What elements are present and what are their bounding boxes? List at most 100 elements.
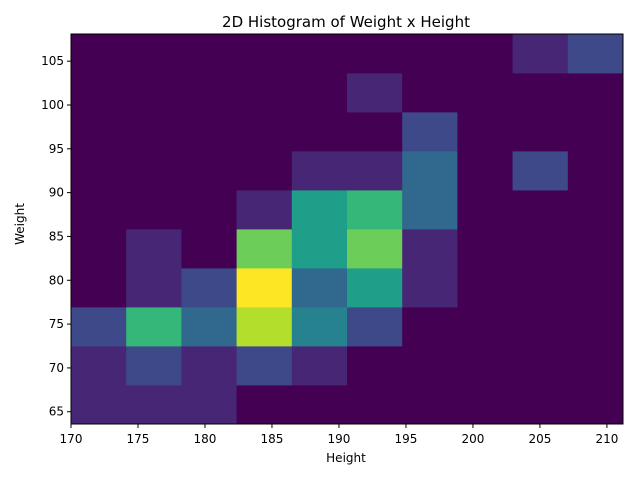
heatmap-cell	[457, 190, 513, 230]
heatmap-cell	[181, 190, 237, 230]
heatmap-cell	[457, 346, 513, 386]
heatmap-cell	[567, 346, 624, 386]
heatmap-cells	[71, 34, 624, 425]
heatmap-cell	[126, 307, 182, 347]
heatmap-cell	[291, 346, 348, 386]
heatmap-cell	[236, 190, 293, 230]
heatmap-cell	[181, 34, 237, 74]
heatmap-cell	[181, 307, 237, 347]
y-tick-label: 100	[41, 98, 64, 112]
y-tick-label: 85	[49, 229, 64, 243]
heatmap-cell	[236, 346, 293, 386]
y-tick-label: 75	[49, 317, 64, 331]
heatmap-cell	[457, 112, 513, 152]
heatmap-cell	[71, 151, 127, 191]
heatmap-cell	[567, 151, 624, 191]
heatmap-cell	[126, 34, 182, 74]
y-tick-label: 105	[41, 54, 64, 68]
heatmap-cell	[512, 385, 569, 425]
x-tick-label: 180	[194, 432, 217, 446]
heatmap-cell	[347, 268, 403, 308]
heatmap-cell	[402, 385, 458, 425]
heatmap-cell	[71, 307, 127, 347]
heatmap-cell	[291, 229, 348, 269]
x-tick-label: 170	[60, 432, 83, 446]
x-tick-label: 195	[394, 432, 417, 446]
heatmap-cell	[126, 151, 182, 191]
heatmap-cell	[126, 346, 182, 386]
heatmap-cell	[126, 73, 182, 113]
heatmap-cell	[291, 307, 348, 347]
heatmap-cell	[181, 268, 237, 308]
heatmap-cell	[291, 268, 348, 308]
heatmap-cell	[236, 307, 293, 347]
heatmap-cell	[291, 34, 348, 74]
heatmap-cell	[71, 229, 127, 269]
heatmap-cell	[347, 229, 403, 269]
heatmap-cell	[512, 73, 569, 113]
heatmap-cell	[567, 34, 624, 74]
y-tick-label: 70	[49, 361, 64, 375]
heatmap-cell	[512, 34, 569, 74]
heatmap-cell	[402, 190, 458, 230]
heatmap-cell	[181, 112, 237, 152]
heatmap-cell	[181, 229, 237, 269]
heatmap-cell	[457, 151, 513, 191]
x-tick-label: 175	[127, 432, 150, 446]
heatmap-cell	[512, 112, 569, 152]
heatmap-cell	[347, 190, 403, 230]
heatmap-cell	[347, 307, 403, 347]
heatmap-cell	[512, 190, 569, 230]
heatmap-cell	[291, 112, 348, 152]
heatmap-cell	[567, 73, 624, 113]
y-axis-label: Weight	[13, 203, 27, 245]
heatmap-cell	[567, 229, 624, 269]
heatmap-cell	[181, 385, 237, 425]
x-tick-label: 200	[461, 432, 484, 446]
plot-frame	[70, 33, 624, 425]
heatmap-cell	[291, 73, 348, 113]
heatmap-cell	[457, 73, 513, 113]
heatmap-cell	[567, 190, 624, 230]
y-tick-label: 65	[49, 405, 64, 419]
heatmap-cell	[347, 73, 403, 113]
heatmap-cell	[71, 73, 127, 113]
heatmap-cell	[236, 112, 293, 152]
heatmap-cell	[71, 385, 127, 425]
heatmap-cell	[126, 268, 182, 308]
heatmap-cell	[71, 268, 127, 308]
heatmap-cell	[567, 307, 624, 347]
x-axis-label: Height	[326, 451, 366, 465]
heatmap-cell	[402, 307, 458, 347]
heatmap-cell	[291, 190, 348, 230]
heatmap-cell	[181, 346, 237, 386]
heatmap-cell	[402, 268, 458, 308]
heatmap-cell	[567, 112, 624, 152]
heatmap-cell	[236, 385, 293, 425]
heatmap-cell	[512, 346, 569, 386]
x-tick-label: 210	[595, 432, 618, 446]
heatmap-cell	[567, 385, 624, 425]
y-tick-label: 90	[49, 186, 64, 200]
heatmap-cell	[347, 151, 403, 191]
x-tick-label: 205	[528, 432, 551, 446]
heatmap-cell	[567, 268, 624, 308]
heatmap-cell	[291, 385, 348, 425]
heatmap-cell	[71, 34, 127, 74]
heatmap-cell	[347, 346, 403, 386]
heatmap-cell	[347, 34, 403, 74]
heatmap-cell	[347, 385, 403, 425]
heatmap-cell	[402, 229, 458, 269]
heatmap-cell	[402, 346, 458, 386]
heatmap-cell	[236, 268, 293, 308]
heatmap-cell	[457, 34, 513, 74]
heatmap-cell	[71, 190, 127, 230]
x-axis-ticks: 170 175 180 185 190 195 200 205 210	[60, 424, 618, 446]
heatmap-cell	[236, 73, 293, 113]
heatmap-cell	[291, 151, 348, 191]
heatmap-cell	[402, 112, 458, 152]
y-axis-ticks: 65 70 75 80 85 90 95 100 105	[41, 54, 71, 419]
heatmap-cell	[126, 112, 182, 152]
heatmap-cell	[71, 112, 127, 152]
heatmap-cell	[181, 151, 237, 191]
